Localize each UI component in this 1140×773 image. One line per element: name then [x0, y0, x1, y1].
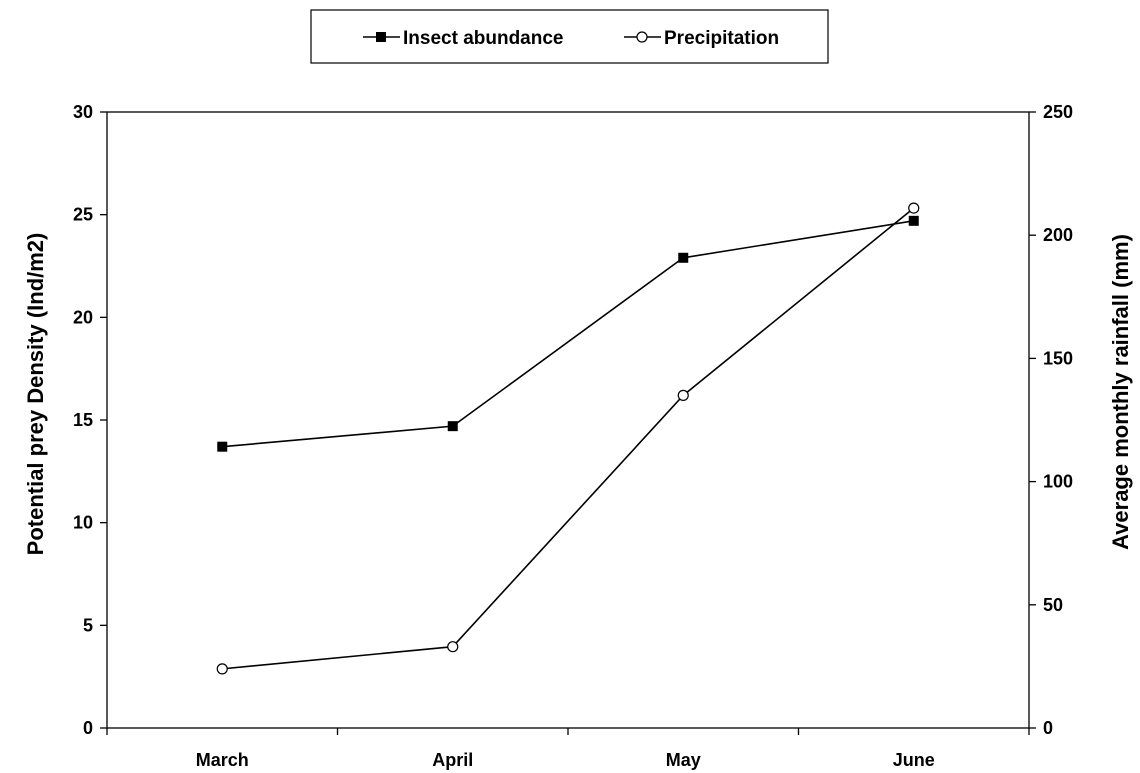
y-right-tick-label: 250: [1043, 102, 1073, 122]
legend-label-insect-abundance: Insect abundance: [403, 28, 564, 49]
y-left-tick-label: 5: [83, 615, 93, 635]
y-left-tick-label: 10: [73, 513, 93, 533]
legend: Insect abundance Precipitation: [310, 9, 829, 64]
y-left-tick-label: 20: [73, 307, 93, 327]
x-tick-label: June: [893, 750, 935, 770]
data-point-precipitation: [216, 663, 228, 675]
series-insect-abundance: [217, 215, 919, 452]
x-tick-label: May: [666, 750, 701, 770]
y-right-tick-label: 50: [1043, 595, 1063, 615]
legend-marker-precipitation: [636, 31, 648, 43]
data-point-precipitation: [908, 202, 920, 214]
plot-frame: [106, 111, 1030, 729]
y-axis-right-title: Average monthly rainfall (mm): [1108, 234, 1133, 550]
series-line-insect-abundance: [222, 220, 914, 448]
legend-label-precipitation: Precipitation: [664, 28, 779, 49]
y-left-tick-label: 15: [73, 410, 93, 430]
data-point-insect-abundance: [217, 441, 228, 452]
y-right-tick-label: 0: [1043, 718, 1053, 738]
legend-marker-insect-abundance: [376, 32, 386, 42]
y-axis-left-title: Potential prey Density (Ind/m2): [23, 233, 48, 556]
y-right-tick-label: 150: [1043, 348, 1073, 368]
x-tick-label: April: [432, 750, 473, 770]
plot-area-border: [106, 111, 1030, 729]
y-axis-right: 0 50 100 150 200 250: [1029, 102, 1073, 738]
legend-entry-insect-abundance: Insect abundance: [363, 28, 564, 49]
data-point-insect-abundance: [447, 421, 458, 432]
data-point-precipitation: [677, 389, 689, 401]
y-left-tick-label: 0: [83, 718, 93, 738]
legend-entry-precipitation: Precipitation: [624, 28, 779, 49]
x-tick-label: March: [196, 750, 249, 770]
y-right-tick-label: 200: [1043, 225, 1073, 245]
y-right-tick-label: 100: [1043, 472, 1073, 492]
y-left-tick-label: 30: [73, 102, 93, 122]
y-left-tick-label: 25: [73, 205, 93, 225]
x-axis: March April May June: [106, 728, 1030, 770]
series-layer: [216, 202, 920, 675]
series-line-precipitation: [222, 207, 915, 670]
data-point-precipitation: [447, 641, 459, 653]
series-precipitation: [216, 202, 920, 675]
y-axis-left: 0 5 10 15 20 25 30: [73, 102, 107, 738]
data-point-insect-abundance: [678, 252, 689, 263]
data-point-insect-abundance: [908, 215, 919, 226]
